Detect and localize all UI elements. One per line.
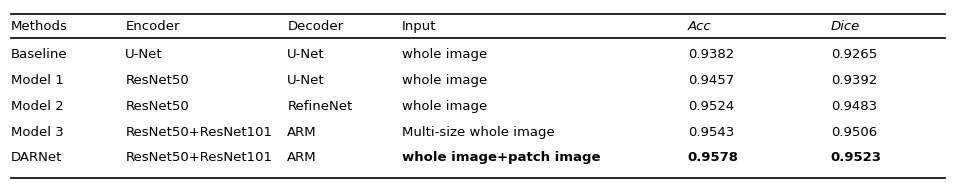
Text: Baseline: Baseline <box>11 48 68 61</box>
Text: ARM: ARM <box>288 151 317 165</box>
Text: ResNet50: ResNet50 <box>125 100 189 113</box>
Text: Encoder: Encoder <box>125 20 180 33</box>
Text: Multi-size whole image: Multi-size whole image <box>402 126 554 139</box>
Text: Dice: Dice <box>831 20 860 33</box>
Text: U-Net: U-Net <box>288 74 325 87</box>
Text: 0.9506: 0.9506 <box>831 126 877 139</box>
Text: 0.9523: 0.9523 <box>831 151 881 165</box>
Text: whole image: whole image <box>402 100 487 113</box>
Text: whole image: whole image <box>402 74 487 87</box>
Text: Decoder: Decoder <box>288 20 343 33</box>
Text: Methods: Methods <box>11 20 68 33</box>
Text: Model 1: Model 1 <box>11 74 64 87</box>
Text: ResNet50+ResNet101: ResNet50+ResNet101 <box>125 126 272 139</box>
Text: RefineNet: RefineNet <box>288 100 353 113</box>
Text: whole image+patch image: whole image+patch image <box>402 151 600 165</box>
Text: U-Net: U-Net <box>288 48 325 61</box>
Text: ResNet50+ResNet101: ResNet50+ResNet101 <box>125 151 272 165</box>
Text: 0.9483: 0.9483 <box>831 100 877 113</box>
Text: 0.9578: 0.9578 <box>687 151 739 165</box>
Text: ResNet50: ResNet50 <box>125 74 189 87</box>
Text: 0.9543: 0.9543 <box>687 126 734 139</box>
Text: 0.9382: 0.9382 <box>687 48 734 61</box>
Text: Model 2: Model 2 <box>11 100 64 113</box>
Text: ARM: ARM <box>288 126 317 139</box>
Text: U-Net: U-Net <box>125 48 163 61</box>
Text: Input: Input <box>402 20 436 33</box>
Text: 0.9457: 0.9457 <box>687 74 734 87</box>
Text: DARNet: DARNet <box>11 151 62 165</box>
Text: 0.9265: 0.9265 <box>831 48 877 61</box>
Text: Acc: Acc <box>687 20 711 33</box>
Text: 0.9392: 0.9392 <box>831 74 877 87</box>
Text: Model 3: Model 3 <box>11 126 64 139</box>
Text: whole image: whole image <box>402 48 487 61</box>
Text: 0.9524: 0.9524 <box>687 100 734 113</box>
